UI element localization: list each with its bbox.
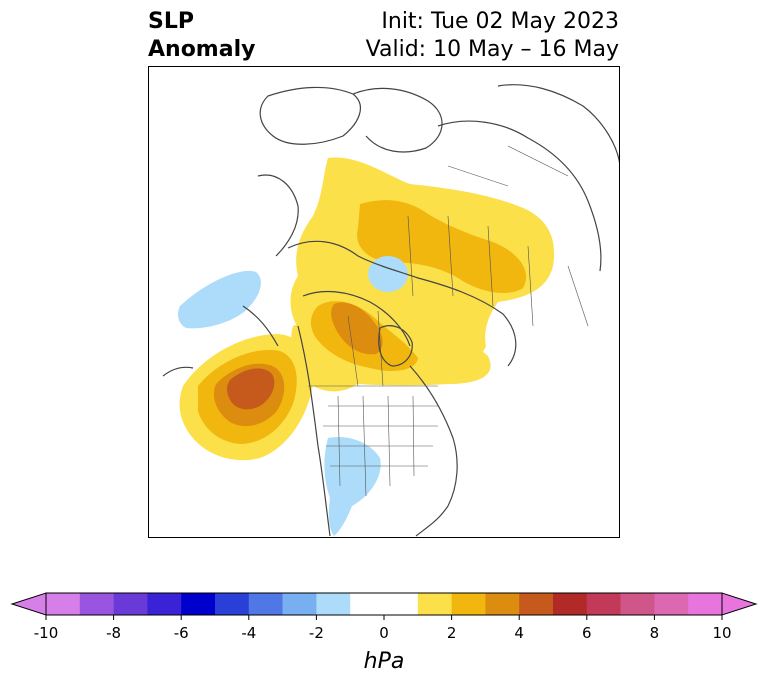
title-valid: Valid: 10 May – 16 May	[365, 37, 619, 62]
anomaly-map	[148, 66, 620, 538]
colorbar-swatch	[451, 593, 486, 615]
colorbar-swatch	[485, 593, 520, 615]
colorbar-swatch	[417, 593, 452, 615]
colorbar-min-arrow	[10, 592, 47, 616]
colorbar-swatch	[79, 593, 114, 615]
colorbar-tick-label: 10	[712, 624, 731, 642]
colorbar-max-arrow	[721, 592, 758, 616]
map-frame	[148, 66, 620, 538]
colorbar-swatch	[586, 593, 621, 615]
colorbar-tick-label: 6	[582, 624, 592, 642]
colorbar-swatches	[10, 592, 758, 616]
colorbar-tick-label: -10	[34, 624, 59, 642]
colorbar-tick-label: -2	[309, 624, 324, 642]
colorbar-swatch	[688, 593, 723, 615]
colorbar-swatch	[350, 593, 385, 615]
anomaly-positive-alaska-4	[227, 368, 275, 410]
colorbar-swatch	[553, 593, 588, 615]
colorbar-swatch	[316, 593, 351, 615]
colorbar-swatch	[654, 593, 689, 615]
colorbar-swatch	[519, 593, 554, 615]
anomaly-negative-central-us	[324, 436, 381, 536]
colorbar-swatch	[248, 593, 283, 615]
title-init: Init: Tue 02 May 2023	[381, 9, 619, 34]
colorbar-swatch	[282, 593, 317, 615]
anomaly-positive-hudson-3	[331, 302, 383, 355]
anomaly-negative-arctic-ocean	[368, 256, 408, 292]
colorbar-tick-label: 2	[447, 624, 457, 642]
colorbar-swatch	[113, 593, 148, 615]
colorbar-swatch	[181, 593, 216, 615]
colorbar-tick-label: -8	[106, 624, 121, 642]
colorbar-swatch	[46, 593, 81, 615]
title-variable-line2: Anomaly	[148, 37, 256, 62]
anomaly-positive-arctic-2	[357, 200, 527, 293]
colorbar-tick-label: 4	[514, 624, 524, 642]
colorbar-tick-label: 8	[650, 624, 660, 642]
colorbar-ticks: -10 -8 -6 -4 -2 0 2 4 6 8 10	[34, 615, 732, 642]
colorbar-swatch	[384, 593, 419, 615]
anomaly-negative-pacific	[178, 270, 261, 329]
colorbar-swatch	[215, 593, 250, 615]
colorbar-tick-label: -6	[174, 624, 189, 642]
colorbar-swatch	[620, 593, 655, 615]
title-variable: SLP Anomaly	[148, 8, 255, 64]
political-borders	[308, 145, 589, 497]
colorbar: -10 -8 -6 -4 -2 0 2 4 6 8 10 hPa	[10, 592, 758, 674]
title-variable-line1: SLP	[148, 9, 194, 34]
colorbar-tick-label: 0	[379, 624, 389, 642]
colorbar-unit-label: hPa	[364, 649, 405, 674]
coastlines	[162, 84, 620, 537]
title-dates: Init: Tue 02 May 2023 Valid: 10 May – 16…	[366, 8, 619, 64]
colorbar-tick-label: -4	[241, 624, 256, 642]
colorbar-swatch	[147, 593, 182, 615]
